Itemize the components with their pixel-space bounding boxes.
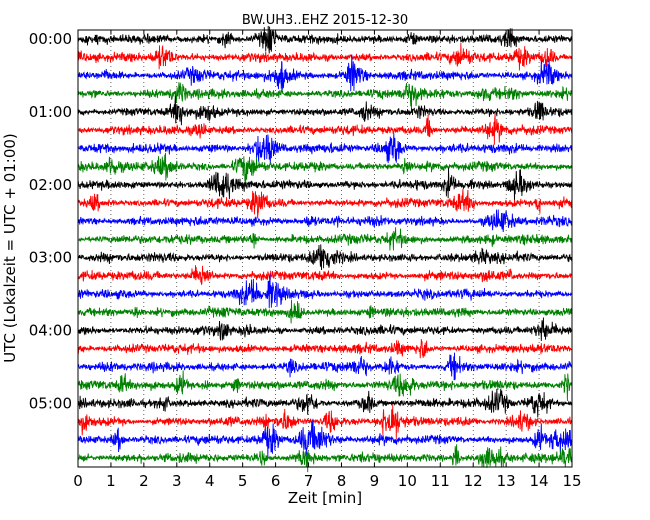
x-tick-label: 7: [304, 472, 314, 490]
trace-line: [77, 244, 573, 270]
trace-line: [77, 133, 573, 164]
trace-line: [77, 95, 573, 126]
trace-line: [77, 152, 573, 187]
trace-line: [77, 444, 573, 473]
trace-line: [77, 113, 573, 145]
x-tick-label: 0: [73, 472, 83, 490]
trace-line: [77, 273, 573, 309]
y-axis-label: UTC (Lokalzeit = UTC + 01:00): [1, 133, 19, 363]
x-tick-label: 14: [530, 472, 549, 490]
y-tick-label: 01:00: [29, 103, 72, 121]
x-tick-label: 11: [431, 472, 450, 490]
x-tick-label: 10: [398, 472, 417, 490]
trace-line: [77, 26, 573, 54]
y-tick-label: 02:00: [29, 176, 72, 194]
trace-line: [77, 167, 573, 202]
y-tick-label: 04:00: [29, 321, 72, 339]
x-tick-label: 4: [205, 472, 215, 490]
trace-line: [77, 317, 573, 341]
chart-title: BW.UH3..EHZ 2015-12-30: [242, 13, 408, 28]
trace-line: [77, 82, 573, 111]
y-tick-label: 05:00: [29, 394, 72, 412]
x-tick-label: 6: [271, 472, 281, 490]
x-tick-label: 8: [337, 472, 347, 490]
trace-line: [77, 352, 573, 381]
trace-line: [77, 265, 573, 285]
trace-line: [77, 189, 573, 219]
x-axis-label: Zeit [min]: [288, 489, 362, 507]
grid-lines: [110, 30, 540, 467]
x-tick-label: 15: [562, 472, 581, 490]
x-tick-label: 13: [497, 472, 516, 490]
x-tick-label: 3: [172, 472, 182, 490]
x-tick-label: 1: [106, 472, 116, 490]
trace-line: [77, 370, 573, 401]
trace-line: [77, 404, 573, 439]
trace-line: [77, 388, 573, 418]
x-tick-label: 9: [370, 472, 380, 490]
trace-line: [77, 42, 573, 71]
seismic-traces: [77, 26, 573, 473]
trace-line: [77, 227, 573, 251]
plot-frame: [77, 29, 573, 468]
x-tick-label: 12: [464, 472, 483, 490]
x-tick-label: 2: [139, 472, 149, 490]
y-axis-ticks: 00:00 01:00 02:00 03:00 04:00 05:00: [29, 30, 572, 412]
x-tick-label: 5: [238, 472, 248, 490]
x-axis-ticks: 0 1 2 3 4 5 6 7 8 9 10 11 12 13 14 15: [73, 30, 582, 490]
y-tick-label: 03:00: [29, 249, 72, 267]
trace-line: [77, 209, 573, 233]
trace-line: [77, 418, 573, 458]
y-tick-label: 00:00: [29, 30, 72, 48]
trace-line: [77, 54, 573, 92]
trace-line: [77, 338, 573, 359]
trace-line: [77, 299, 573, 324]
